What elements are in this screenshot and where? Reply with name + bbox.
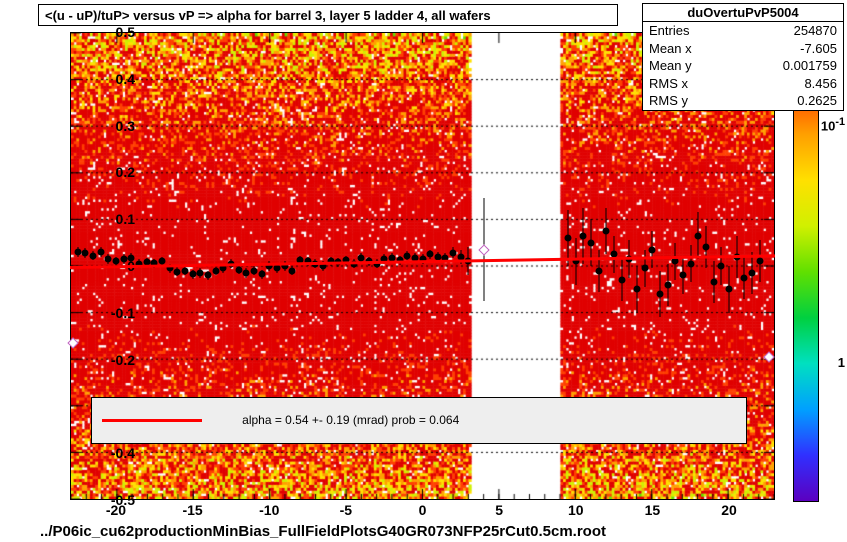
profile-marker [250, 267, 257, 274]
profile-marker [404, 252, 411, 259]
palette-tick-label: 1 [838, 355, 845, 370]
profile-marker [687, 260, 694, 267]
profile-marker [97, 248, 104, 255]
profile-marker [641, 265, 648, 272]
profile-marker [657, 291, 664, 298]
stats-name: duOvertuPvP5004 [643, 4, 843, 22]
profile-marker [174, 268, 181, 275]
profile-marker [664, 281, 671, 288]
profile-marker [618, 277, 625, 284]
stats-row: Mean y0.001759 [643, 57, 843, 75]
profile-marker [634, 286, 641, 293]
y-tick: 0.1 [85, 211, 135, 227]
x-tick: 0 [419, 502, 427, 518]
x-tick: 20 [721, 502, 737, 518]
stats-row: Mean x-7.605 [643, 40, 843, 58]
profile-marker [181, 267, 188, 274]
profile-marker [756, 258, 763, 265]
profile-marker [89, 252, 96, 259]
profile-marker [427, 251, 434, 258]
stats-row: RMS x8.456 [643, 75, 843, 93]
profile-marker [649, 246, 656, 253]
profile-marker [595, 267, 602, 274]
profile-marker [703, 244, 710, 251]
profile-marker [243, 270, 250, 277]
y-tick: 0.3 [85, 118, 135, 134]
profile-marker [112, 258, 119, 265]
profile-marker [695, 232, 702, 239]
profile-marker [450, 249, 457, 256]
profile-marker [74, 248, 81, 255]
plot-title: <(u - uP)/tuP> versus vP => alpha for ba… [38, 4, 618, 26]
legend-box: alpha = 0.54 +- 0.19 (mrad) prob = 0.064 [91, 397, 747, 444]
profile-marker [588, 239, 595, 246]
x-tick: -20 [106, 502, 126, 518]
profile-marker [82, 249, 89, 256]
profile-marker [726, 286, 733, 293]
y-tick: -0.2 [85, 352, 135, 368]
y-tick: 0.5 [85, 24, 135, 40]
profile-marker [603, 227, 610, 234]
profile-marker [197, 270, 204, 277]
profile-marker [680, 272, 687, 279]
color-palette [793, 42, 819, 502]
palette-tick-label: 10-1 [821, 116, 845, 133]
x-tick: -10 [259, 502, 279, 518]
profile-marker [120, 255, 127, 262]
x-tick: 10 [568, 502, 584, 518]
legend-text: alpha = 0.54 +- 0.19 (mrad) prob = 0.064 [242, 413, 459, 427]
x-tick: 15 [645, 502, 661, 518]
y-tick: -0.4 [85, 445, 135, 461]
x-tick: -5 [340, 502, 352, 518]
profile-marker [741, 274, 748, 281]
profile-marker [710, 279, 717, 286]
profile-marker [189, 271, 196, 278]
y-tick: 0.4 [85, 71, 135, 87]
profile-marker [358, 254, 365, 261]
profile-marker [235, 266, 242, 273]
profile-marker [580, 232, 587, 239]
footer-text: ../P06ic_cu62productionMinBias_FullField… [40, 523, 606, 540]
profile-marker [128, 254, 135, 261]
profile-marker [105, 255, 112, 262]
x-tick: 5 [495, 502, 503, 518]
profile-marker [212, 267, 219, 274]
profile-marker [258, 271, 265, 278]
profile-marker [289, 267, 296, 274]
stats-row: Entries254870 [643, 22, 843, 40]
legend-line-sample [102, 419, 202, 422]
y-tick: 0.2 [85, 164, 135, 180]
profile-marker [565, 234, 572, 241]
profile-marker [204, 272, 211, 279]
y-tick: -0.1 [85, 305, 135, 321]
stats-box: duOvertuPvP5004 Entries254870Mean x-7.60… [642, 3, 844, 111]
profile-marker [749, 270, 756, 277]
stats-row: RMS y0.2625 [643, 92, 843, 110]
x-tick: -15 [182, 502, 202, 518]
profile-marker [718, 263, 725, 270]
profile-marker [273, 265, 280, 272]
